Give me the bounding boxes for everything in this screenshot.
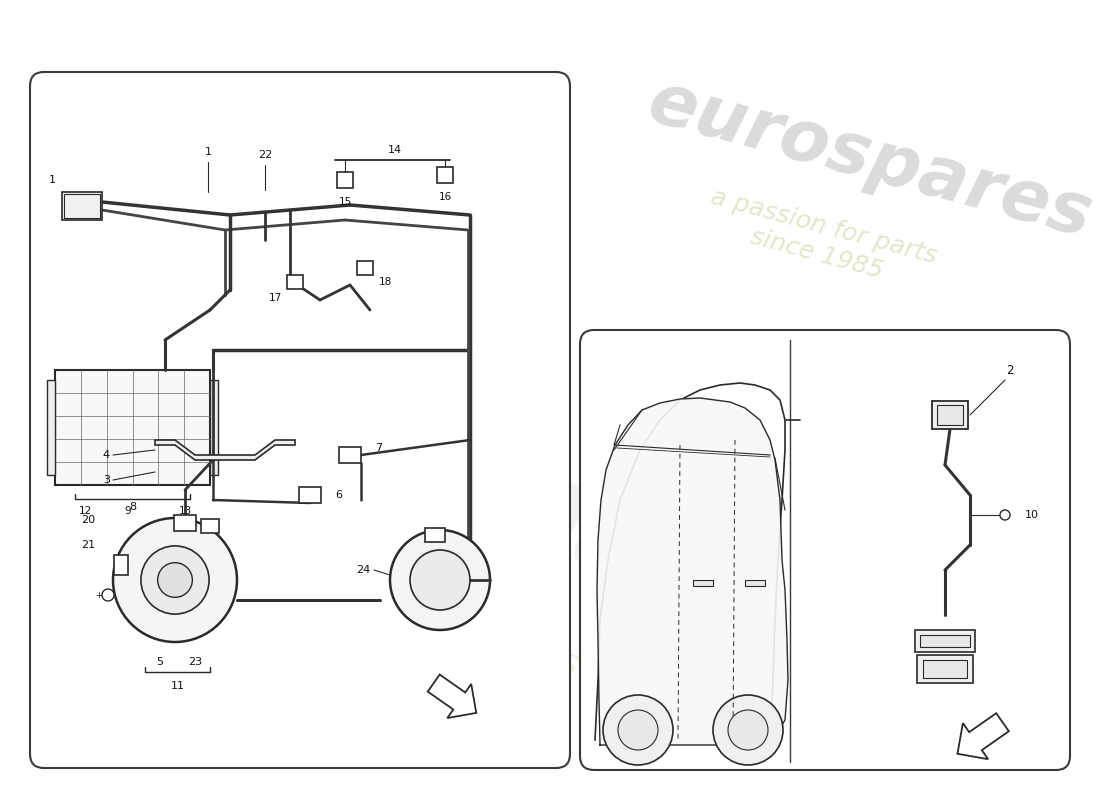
Text: 22: 22 xyxy=(257,150,272,160)
Bar xyxy=(917,655,974,683)
Bar xyxy=(210,380,218,475)
Circle shape xyxy=(1000,510,1010,520)
Text: eurospares: eurospares xyxy=(640,67,1100,253)
FancyBboxPatch shape xyxy=(580,330,1070,770)
Bar xyxy=(915,630,975,652)
Text: 12: 12 xyxy=(78,506,91,516)
Polygon shape xyxy=(597,398,788,745)
Text: 14: 14 xyxy=(388,145,403,155)
Text: 8: 8 xyxy=(129,502,136,512)
Bar xyxy=(937,405,962,425)
Bar xyxy=(299,487,321,503)
Text: 1: 1 xyxy=(48,175,55,185)
Polygon shape xyxy=(957,714,1009,759)
Polygon shape xyxy=(428,674,476,718)
Text: 3: 3 xyxy=(103,475,110,485)
Bar xyxy=(693,580,713,586)
Bar xyxy=(201,519,219,533)
Circle shape xyxy=(113,518,236,642)
Text: eurospares: eurospares xyxy=(117,268,883,712)
Circle shape xyxy=(410,550,470,610)
Text: 17: 17 xyxy=(268,293,282,303)
Text: 15: 15 xyxy=(339,197,352,207)
Text: 13: 13 xyxy=(178,506,191,516)
Bar xyxy=(339,447,361,463)
FancyBboxPatch shape xyxy=(30,72,570,768)
Bar xyxy=(920,635,970,647)
Text: 9: 9 xyxy=(124,506,131,516)
Text: 2: 2 xyxy=(1006,363,1014,377)
Circle shape xyxy=(141,546,209,614)
Bar xyxy=(62,192,102,220)
Bar xyxy=(932,401,968,429)
Circle shape xyxy=(618,710,658,750)
Bar xyxy=(64,194,100,218)
Text: 16: 16 xyxy=(439,192,452,202)
Bar xyxy=(114,555,128,575)
Text: +: + xyxy=(96,590,102,599)
Text: 6: 6 xyxy=(336,490,342,500)
Text: 4: 4 xyxy=(103,450,110,460)
Bar xyxy=(358,261,373,275)
Circle shape xyxy=(390,530,490,630)
Text: 20: 20 xyxy=(81,515,95,525)
Polygon shape xyxy=(155,440,295,460)
Bar xyxy=(437,167,453,183)
Text: a passion for parts since 1985: a passion for parts since 1985 xyxy=(265,510,774,770)
Text: a passion for parts
since 1985: a passion for parts since 1985 xyxy=(701,185,939,295)
Circle shape xyxy=(603,695,673,765)
Text: 21: 21 xyxy=(81,540,95,550)
Text: 18: 18 xyxy=(378,277,392,287)
Text: 24: 24 xyxy=(355,565,370,575)
Bar xyxy=(287,275,303,289)
Bar xyxy=(425,528,446,542)
Bar xyxy=(55,370,210,485)
Text: 7: 7 xyxy=(375,443,382,453)
Circle shape xyxy=(713,695,783,765)
Text: 5: 5 xyxy=(156,657,164,667)
Bar xyxy=(745,580,764,586)
Bar xyxy=(47,380,55,475)
Bar xyxy=(923,660,967,678)
Bar xyxy=(337,172,353,188)
Text: 11: 11 xyxy=(170,681,185,691)
Text: 1: 1 xyxy=(205,147,211,157)
Text: 10: 10 xyxy=(1025,510,1040,520)
Circle shape xyxy=(102,589,114,601)
Circle shape xyxy=(728,710,768,750)
Text: 23: 23 xyxy=(188,657,202,667)
Circle shape xyxy=(157,562,192,598)
Bar xyxy=(174,515,196,531)
